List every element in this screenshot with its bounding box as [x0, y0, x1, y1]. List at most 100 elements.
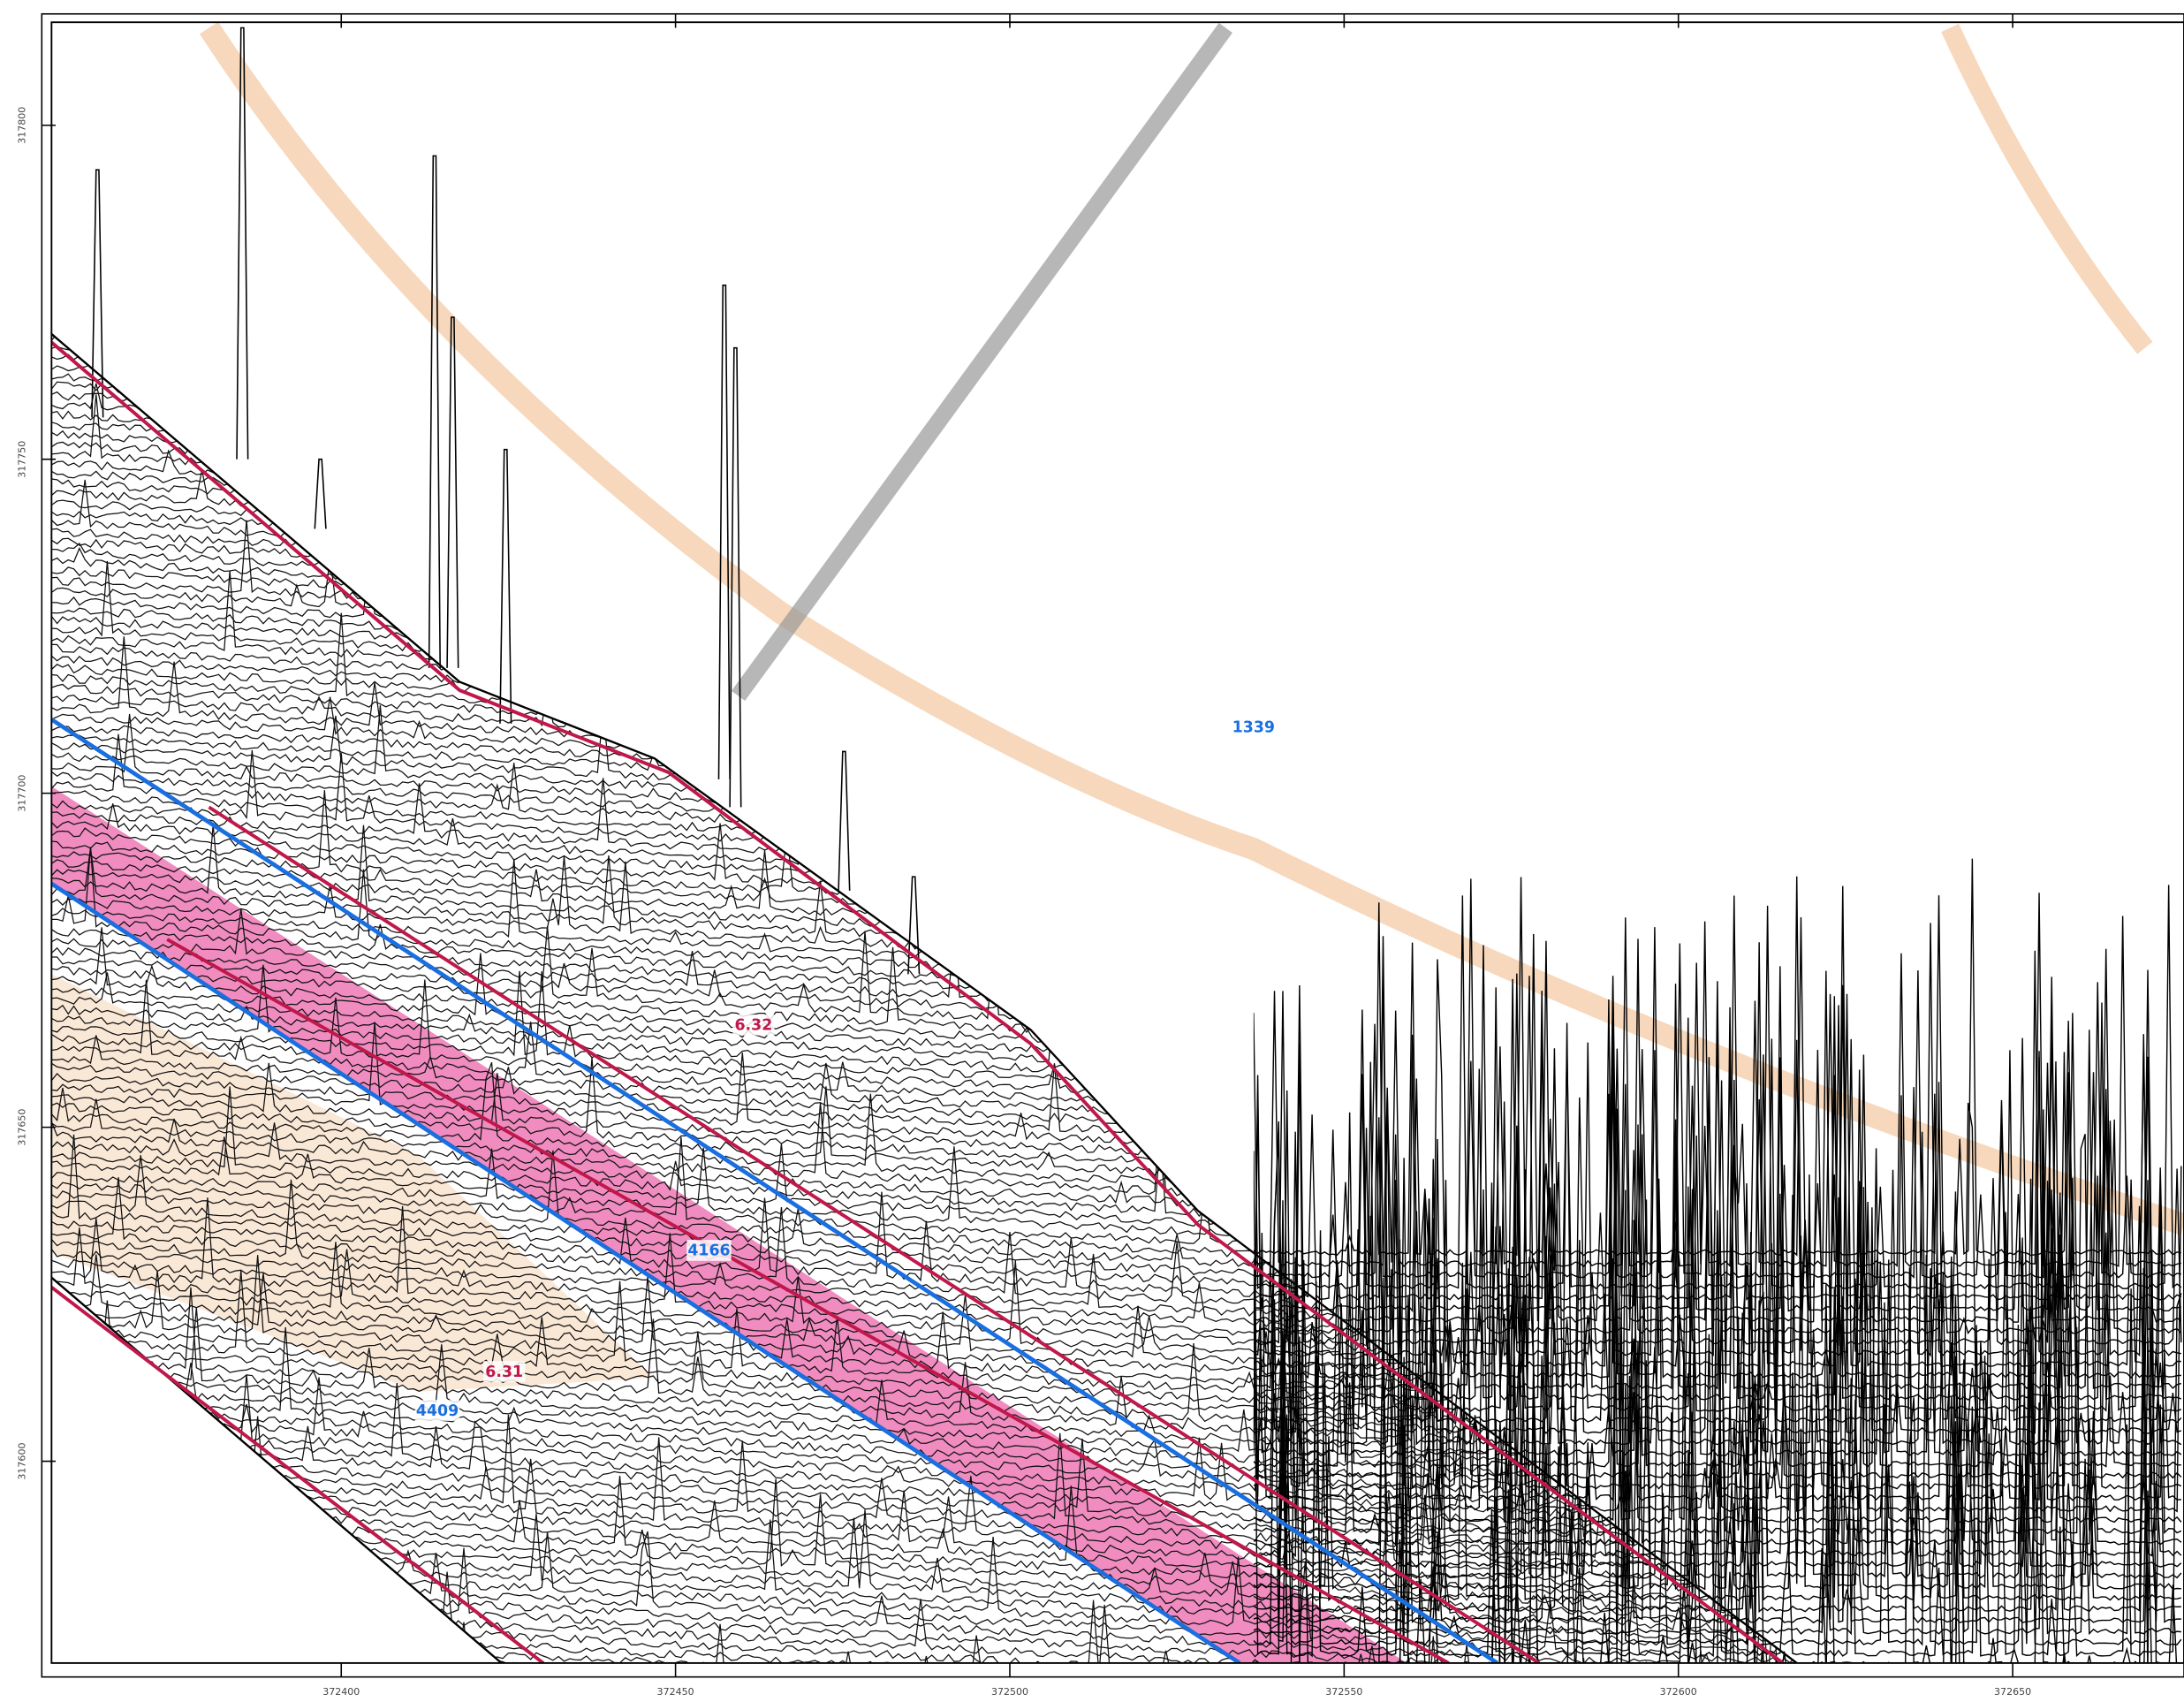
wiggle-trace [51, 1414, 1797, 1568]
wiggle-trace [51, 450, 1797, 574]
spike [428, 155, 441, 668]
label-group: 6.32 6.31 4166 4409 1339 [414, 719, 1275, 1421]
map-layers [51, 22, 2184, 1663]
wiggle-trace [51, 333, 1797, 390]
wiggle-trace [1253, 1295, 2182, 1569]
x-tick-label: 372600 [1660, 1686, 1697, 1698]
wiggle-trace [51, 449, 1797, 554]
wiggle-trace [51, 333, 1797, 370]
wiggle-trace [51, 1617, 1797, 1663]
blue-line [51, 882, 1241, 1663]
wiggle-trace [51, 554, 1797, 681]
spike [717, 285, 731, 779]
blue-line [51, 718, 1499, 1663]
red-line [208, 805, 1541, 1663]
boundary-line [51, 333, 1798, 1663]
spike [446, 316, 459, 668]
x-tick-label: 372400 [322, 1686, 360, 1698]
wiggle-trace [51, 1380, 1797, 1549]
map-label: 1339 [1232, 719, 1275, 737]
wiggle-trace [51, 705, 1797, 846]
wiggle-trace [1253, 1034, 2182, 1447]
wiggle-trace [51, 499, 1797, 593]
wiggle-trace [51, 333, 1797, 429]
x-tick-label: 372650 [1994, 1686, 2031, 1698]
wiggle-trace [51, 558, 1797, 700]
wiggle-trace [51, 1374, 1797, 1519]
x-tick-label: 372550 [1325, 1686, 1362, 1698]
spike [91, 169, 104, 418]
wiggle-trace [1253, 1169, 2182, 1579]
wiggle-trace [51, 479, 1797, 612]
label-box [686, 1240, 732, 1261]
wiggle-trace [51, 485, 1797, 603]
red-line [51, 1286, 545, 1663]
wiggle-trace [51, 1490, 1797, 1586]
label-box [732, 1014, 775, 1036]
wiggle-trace [51, 528, 1797, 642]
wiggle-trace [51, 1621, 1797, 1663]
wiggle-trace [1253, 1237, 2182, 1558]
spike [729, 346, 742, 808]
wiggle-trace [51, 1344, 1797, 1470]
wiggle-trace [51, 520, 1797, 672]
wiggle-trace [51, 713, 1797, 855]
wiggle-trace [51, 1383, 1797, 1529]
wiggle-trace [51, 749, 1797, 895]
wiggle-trace [51, 333, 1797, 399]
spike-group [91, 27, 921, 975]
spike [499, 448, 512, 724]
faint-contour [199, 22, 2184, 1235]
y-tick-label: 317700 [16, 775, 27, 812]
x-tick-label: 372450 [657, 1686, 694, 1698]
orange-zone [51, 974, 655, 1392]
pink-zone [51, 786, 1407, 1663]
wiggle-trace [51, 333, 1797, 437]
red-line [51, 340, 1785, 1663]
wiggle-trace [1253, 902, 2181, 1280]
wiggle-trace [1253, 1189, 2181, 1591]
wiggle-trace [1253, 1108, 2181, 1502]
x-tick-label: 372500 [991, 1686, 1028, 1698]
wiggle-trace [51, 1622, 1797, 1663]
wiggle-trace [51, 394, 1797, 505]
wiggle-trace [51, 734, 1797, 828]
wiggle-trace [51, 790, 1797, 944]
wiggle-trace [51, 333, 1797, 381]
wiggle-trace [51, 780, 1797, 885]
wiggle-trace [51, 333, 1797, 408]
wiggle-trace [51, 733, 1797, 876]
map-label: 4409 [416, 1402, 459, 1420]
axis-group: 372400 372450 372500 372550 372600 372650 3178… [16, 13, 2031, 1698]
wiggle-trace [51, 1377, 1797, 1509]
wiggle-trace [51, 1580, 1797, 1663]
wiggle-trace [1253, 942, 2181, 1357]
spike [236, 27, 249, 460]
map-label: 6.31 [485, 1364, 523, 1381]
wiggle-trace [51, 453, 1797, 565]
red-line [166, 938, 1450, 1663]
boundary-line [51, 1276, 503, 1663]
wiggle-trace [51, 534, 1797, 651]
y-tick-label: 317800 [16, 107, 27, 144]
wiggle-trace [51, 823, 1797, 934]
wiggle-trace [1399, 1353, 2152, 1663]
wiggle-trace [51, 337, 1797, 478]
wiggle-trace [51, 636, 1797, 798]
label-box [483, 1361, 526, 1382]
wiggle-trace [51, 333, 1797, 418]
map-frame [50, 21, 2184, 1664]
label-box [414, 1400, 460, 1421]
y-tick-label: 317600 [16, 1443, 27, 1480]
wiggle-trace [51, 1409, 1797, 1576]
faint-contour [1941, 23, 2153, 354]
wiggle-trace [51, 566, 1797, 663]
map-label: 4166 [687, 1242, 730, 1260]
wiggle-trace [51, 398, 1797, 517]
outer-frame [41, 12, 2184, 1678]
wiggle-trace [51, 743, 1797, 867]
trace-group [1253, 858, 2182, 1663]
spike [907, 876, 921, 975]
